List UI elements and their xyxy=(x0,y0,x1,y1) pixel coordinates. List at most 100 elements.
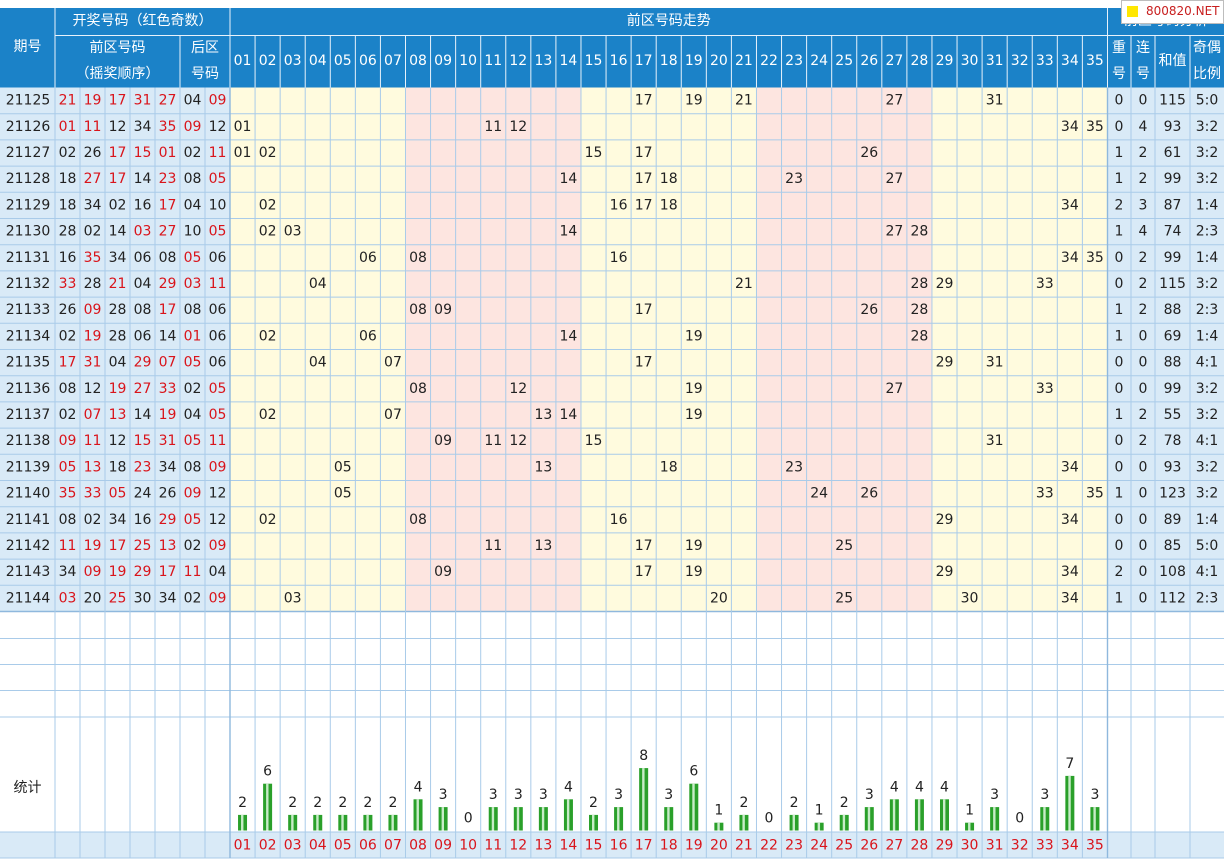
repeat-cell: 1 xyxy=(1115,486,1124,502)
frequency-count-label: 3 xyxy=(539,787,548,803)
ratio-header: 比例 xyxy=(1193,66,1221,82)
trend-hit-number: 02 xyxy=(259,197,277,213)
front-number-cell: 17 xyxy=(109,93,127,109)
trend-header-number: 33 xyxy=(1036,53,1054,69)
trend-hit-number: 25 xyxy=(835,538,853,554)
footer-number: 08 xyxy=(409,838,427,854)
front-number-cell: 31 xyxy=(84,355,102,371)
trend-header-number: 12 xyxy=(509,53,527,69)
front-number-cell: 12 xyxy=(109,433,127,449)
sum-cell: 78 xyxy=(1164,433,1182,449)
frequency-bar-highlight xyxy=(867,807,871,831)
frequency-count-label: 3 xyxy=(514,787,523,803)
trend-hit-number: 27 xyxy=(885,381,903,397)
front-number-cell: 19 xyxy=(84,93,102,109)
trend-header-number: 18 xyxy=(660,53,678,69)
front-number-cell: 25 xyxy=(134,538,152,554)
trend-hit-number: 18 xyxy=(660,459,678,475)
trend-header-number: 09 xyxy=(434,53,452,69)
consecutive-cell: 0 xyxy=(1139,512,1148,528)
front-number-cell: 02 xyxy=(59,145,77,161)
frequency-bar-highlight xyxy=(1093,807,1096,831)
front-number-cell: 34 xyxy=(159,459,177,475)
repeat-cell: 1 xyxy=(1115,145,1124,161)
ratio-cell: 4:1 xyxy=(1196,355,1219,371)
sum-header: 和值 xyxy=(1159,53,1187,69)
sum-cell: 87 xyxy=(1164,197,1182,213)
back-number-cell: 11 xyxy=(184,564,202,580)
trend-hit-number: 09 xyxy=(434,302,452,318)
back-number-cell: 10 xyxy=(209,197,227,213)
trend-hit-number: 14 xyxy=(560,224,578,240)
trend-hit-number: 05 xyxy=(334,459,352,475)
frequency-count-label: 3 xyxy=(1040,787,1049,803)
front-number-cell: 34 xyxy=(84,197,102,213)
front-number-cell: 16 xyxy=(59,250,77,266)
front-number-cell: 28 xyxy=(84,276,102,292)
trend-header-number: 10 xyxy=(459,53,477,69)
front-number-cell: 34 xyxy=(134,119,152,135)
front-number-cell: 17 xyxy=(109,538,127,554)
consecutive-cell: 0 xyxy=(1139,355,1148,371)
frequency-bar-highlight xyxy=(366,814,369,831)
trend-hit-number: 05 xyxy=(334,486,352,502)
front-number-cell: 11 xyxy=(84,433,102,449)
sum-cell: 115 xyxy=(1159,93,1186,109)
trend-header-number: 20 xyxy=(710,53,728,69)
trend-header-number: 06 xyxy=(359,53,377,69)
trend-hit-number: 12 xyxy=(509,433,527,449)
front-number-cell: 12 xyxy=(109,119,127,135)
stats-label: 统计 xyxy=(14,780,42,796)
front-number-cell: 19 xyxy=(84,538,102,554)
trend-hit-number: 03 xyxy=(284,224,302,240)
period-cell: 21128 xyxy=(6,171,51,187)
front-number-cell: 19 xyxy=(109,564,127,580)
trend-header-number: 19 xyxy=(685,53,703,69)
period-cell: 21125 xyxy=(6,93,51,109)
trend-header-number: 16 xyxy=(610,53,628,69)
consecutive-cell: 0 xyxy=(1139,328,1148,344)
trend-hit-number: 14 xyxy=(560,328,578,344)
trend-header-number: 05 xyxy=(334,53,352,69)
front-number-cell: 17 xyxy=(159,564,177,580)
repeat-cell: 0 xyxy=(1115,355,1124,371)
front-number-cell: 05 xyxy=(109,486,127,502)
frequency-count-label: 2 xyxy=(238,795,247,811)
front-number-cell: 14 xyxy=(134,171,152,187)
front-number-cell: 21 xyxy=(109,276,127,292)
front-number-cell: 14 xyxy=(134,407,152,423)
front-number-cell: 16 xyxy=(134,197,152,213)
consecutive-cell: 0 xyxy=(1139,459,1148,475)
repeat-header: 重 xyxy=(1112,40,1126,56)
trend-hit-number: 19 xyxy=(685,538,703,554)
frequency-count-label: 2 xyxy=(313,795,322,811)
trend-hit-number: 31 xyxy=(986,355,1004,371)
front-number-cell: 13 xyxy=(84,459,102,475)
sum-cell: 61 xyxy=(1164,145,1182,161)
trend-hit-number: 23 xyxy=(785,459,803,475)
sum-cell: 69 xyxy=(1164,328,1182,344)
trend-hit-number: 09 xyxy=(434,564,452,580)
trend-hit-number: 01 xyxy=(234,119,252,135)
trend-hit-number: 17 xyxy=(635,355,653,371)
sum-cell: 99 xyxy=(1164,381,1182,397)
footer-number: 16 xyxy=(610,838,628,854)
trend-header-number: 17 xyxy=(635,53,653,69)
front-number-cell: 09 xyxy=(84,564,102,580)
frequency-count-label: 0 xyxy=(765,811,774,827)
front-number-cell: 28 xyxy=(59,224,77,240)
period-cell: 21138 xyxy=(6,433,51,449)
period-cell: 21144 xyxy=(6,590,51,606)
consecutive-cell: 3 xyxy=(1139,197,1148,213)
trend-header-number: 30 xyxy=(961,53,979,69)
front-number-cell: 04 xyxy=(134,276,152,292)
watermark-text: 800820.NET xyxy=(1146,4,1220,18)
trend-hit-number: 08 xyxy=(409,302,427,318)
frequency-bar-highlight xyxy=(692,783,695,831)
trend-header-number: 14 xyxy=(560,53,578,69)
back-number-cell: 09 xyxy=(184,486,202,502)
trend-header-number: 34 xyxy=(1061,53,1079,69)
front-number-cell: 15 xyxy=(134,145,152,161)
footer-number: 04 xyxy=(309,838,327,854)
front-number-cell: 01 xyxy=(159,145,177,161)
